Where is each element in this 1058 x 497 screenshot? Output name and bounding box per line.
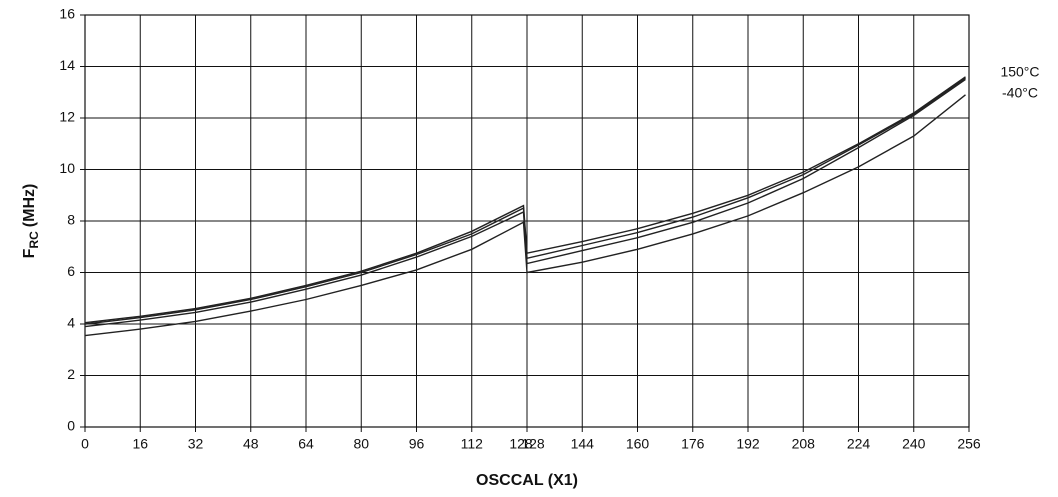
x-tick-label: 32 [188,436,204,452]
legend-label: -40°C [1002,85,1038,101]
x-tick-label: 224 [847,436,871,452]
series-line [84,77,966,325]
x-tick-label: 112 [461,436,484,452]
x-tick-label: 160 [626,436,650,452]
x-tick-label: 80 [353,436,369,452]
y-tick-label: 14 [59,57,75,73]
y-label-unit: (MHz) [21,184,38,228]
series-line [84,94,966,337]
y-tick-label: 12 [59,109,75,125]
series-line [84,78,966,328]
y-axis-label: FRC (MHz) [21,184,41,259]
y-label-sub: RC [27,231,41,249]
y-tick-label: 4 [67,315,75,331]
x-tick-label: 192 [736,436,760,452]
x-tick-label: 128 [509,436,533,452]
x-tick-label: 240 [902,436,926,452]
x-axis-label: OSCCAL (X1) [476,472,578,489]
x-tick-label: 64 [298,436,314,452]
x-tick-label: 128 [521,436,545,452]
legend-label: 150°C [1000,64,1039,80]
y-tick-label: 2 [67,366,75,382]
x-tick-label: 96 [409,436,425,452]
y-tick-label: 10 [59,160,75,176]
x-tick-label: 256 [957,436,981,452]
x-tick-label: 208 [792,436,816,452]
x-tick-label: 16 [132,436,148,452]
x-tick-label: 176 [681,436,705,452]
plot-frame [84,14,970,428]
y-label-main: F [21,248,38,258]
x-tick-label: 0 [81,436,89,452]
x-tick-label: 48 [243,436,259,452]
y-tick-label: 16 [59,6,75,22]
y-tick-label: 0 [67,418,75,434]
x-tick-label: 144 [571,436,595,452]
series-line [84,76,966,324]
y-tick-label: 6 [67,263,75,279]
y-tick-label: 8 [67,212,75,228]
